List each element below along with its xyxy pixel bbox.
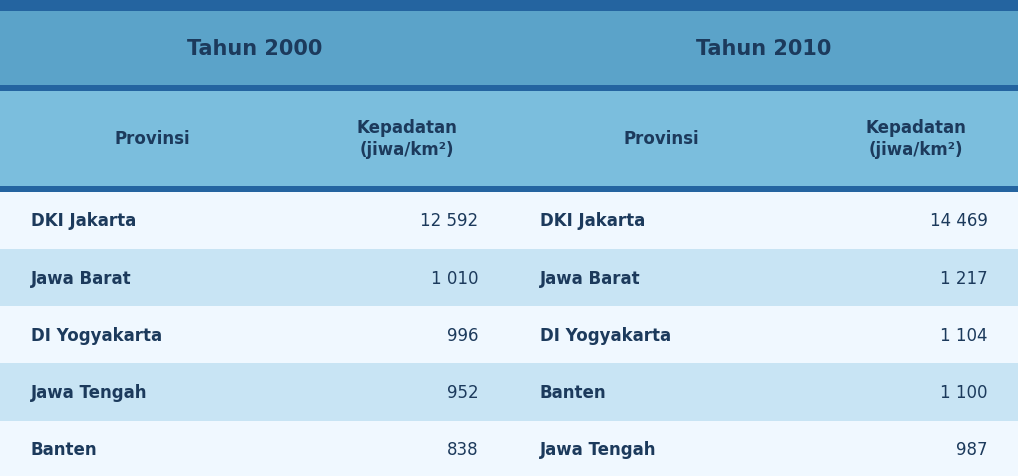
Bar: [0, 91, 1018, 187]
Text: Jawa Barat: Jawa Barat: [540, 269, 640, 287]
Text: DI Yogyakarta: DI Yogyakarta: [31, 326, 162, 344]
Bar: [0, 86, 1018, 91]
Bar: [0, 0, 1018, 12]
Text: Kepadatan
(jiwa/km²): Kepadatan (jiwa/km²): [356, 119, 458, 159]
Text: 987: 987: [956, 440, 987, 458]
Text: Jawa Tengah: Jawa Tengah: [31, 383, 147, 401]
Text: Banten: Banten: [31, 440, 97, 458]
Text: 952: 952: [447, 383, 478, 401]
Text: Jawa Barat: Jawa Barat: [31, 269, 131, 287]
Text: DKI Jakarta: DKI Jakarta: [31, 212, 135, 230]
Bar: [0, 192, 1018, 249]
Text: 996: 996: [447, 326, 478, 344]
Bar: [0, 307, 1018, 364]
Text: DI Yogyakarta: DI Yogyakarta: [540, 326, 671, 344]
Text: Provinsi: Provinsi: [115, 130, 190, 148]
Text: 12 592: 12 592: [420, 212, 478, 230]
Text: 1 100: 1 100: [940, 383, 987, 401]
Text: Provinsi: Provinsi: [624, 130, 699, 148]
Text: Tahun 2010: Tahun 2010: [696, 39, 831, 59]
Bar: [0, 12, 1018, 86]
Bar: [0, 187, 1018, 192]
Text: DKI Jakarta: DKI Jakarta: [540, 212, 644, 230]
Text: 14 469: 14 469: [929, 212, 987, 230]
Text: Banten: Banten: [540, 383, 606, 401]
Text: 1 104: 1 104: [940, 326, 987, 344]
Bar: [0, 249, 1018, 307]
Text: Kepadatan
(jiwa/km²): Kepadatan (jiwa/km²): [865, 119, 967, 159]
Text: 1 010: 1 010: [431, 269, 478, 287]
Text: Tahun 2000: Tahun 2000: [187, 39, 322, 59]
Text: 1 217: 1 217: [940, 269, 987, 287]
Bar: [0, 421, 1018, 476]
Text: Jawa Tengah: Jawa Tengah: [540, 440, 656, 458]
Bar: [0, 364, 1018, 421]
Text: 838: 838: [447, 440, 478, 458]
